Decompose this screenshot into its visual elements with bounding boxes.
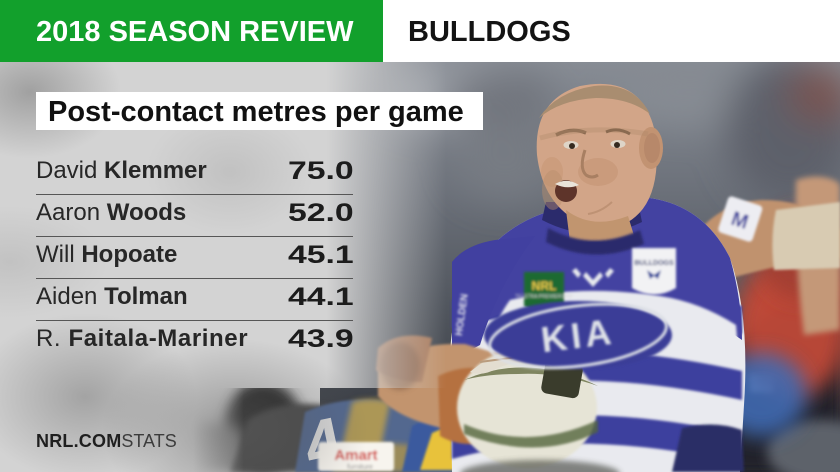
svg-text:NRL: NRL (532, 279, 557, 293)
svg-text:TELSTRA PREMIERSHIP: TELSTRA PREMIERSHIP (515, 294, 574, 300)
svg-text:BULLDOGS: BULLDOGS (634, 260, 674, 267)
svg-text:M: M (728, 208, 751, 234)
svg-text:KIA: KIA (539, 311, 617, 361)
